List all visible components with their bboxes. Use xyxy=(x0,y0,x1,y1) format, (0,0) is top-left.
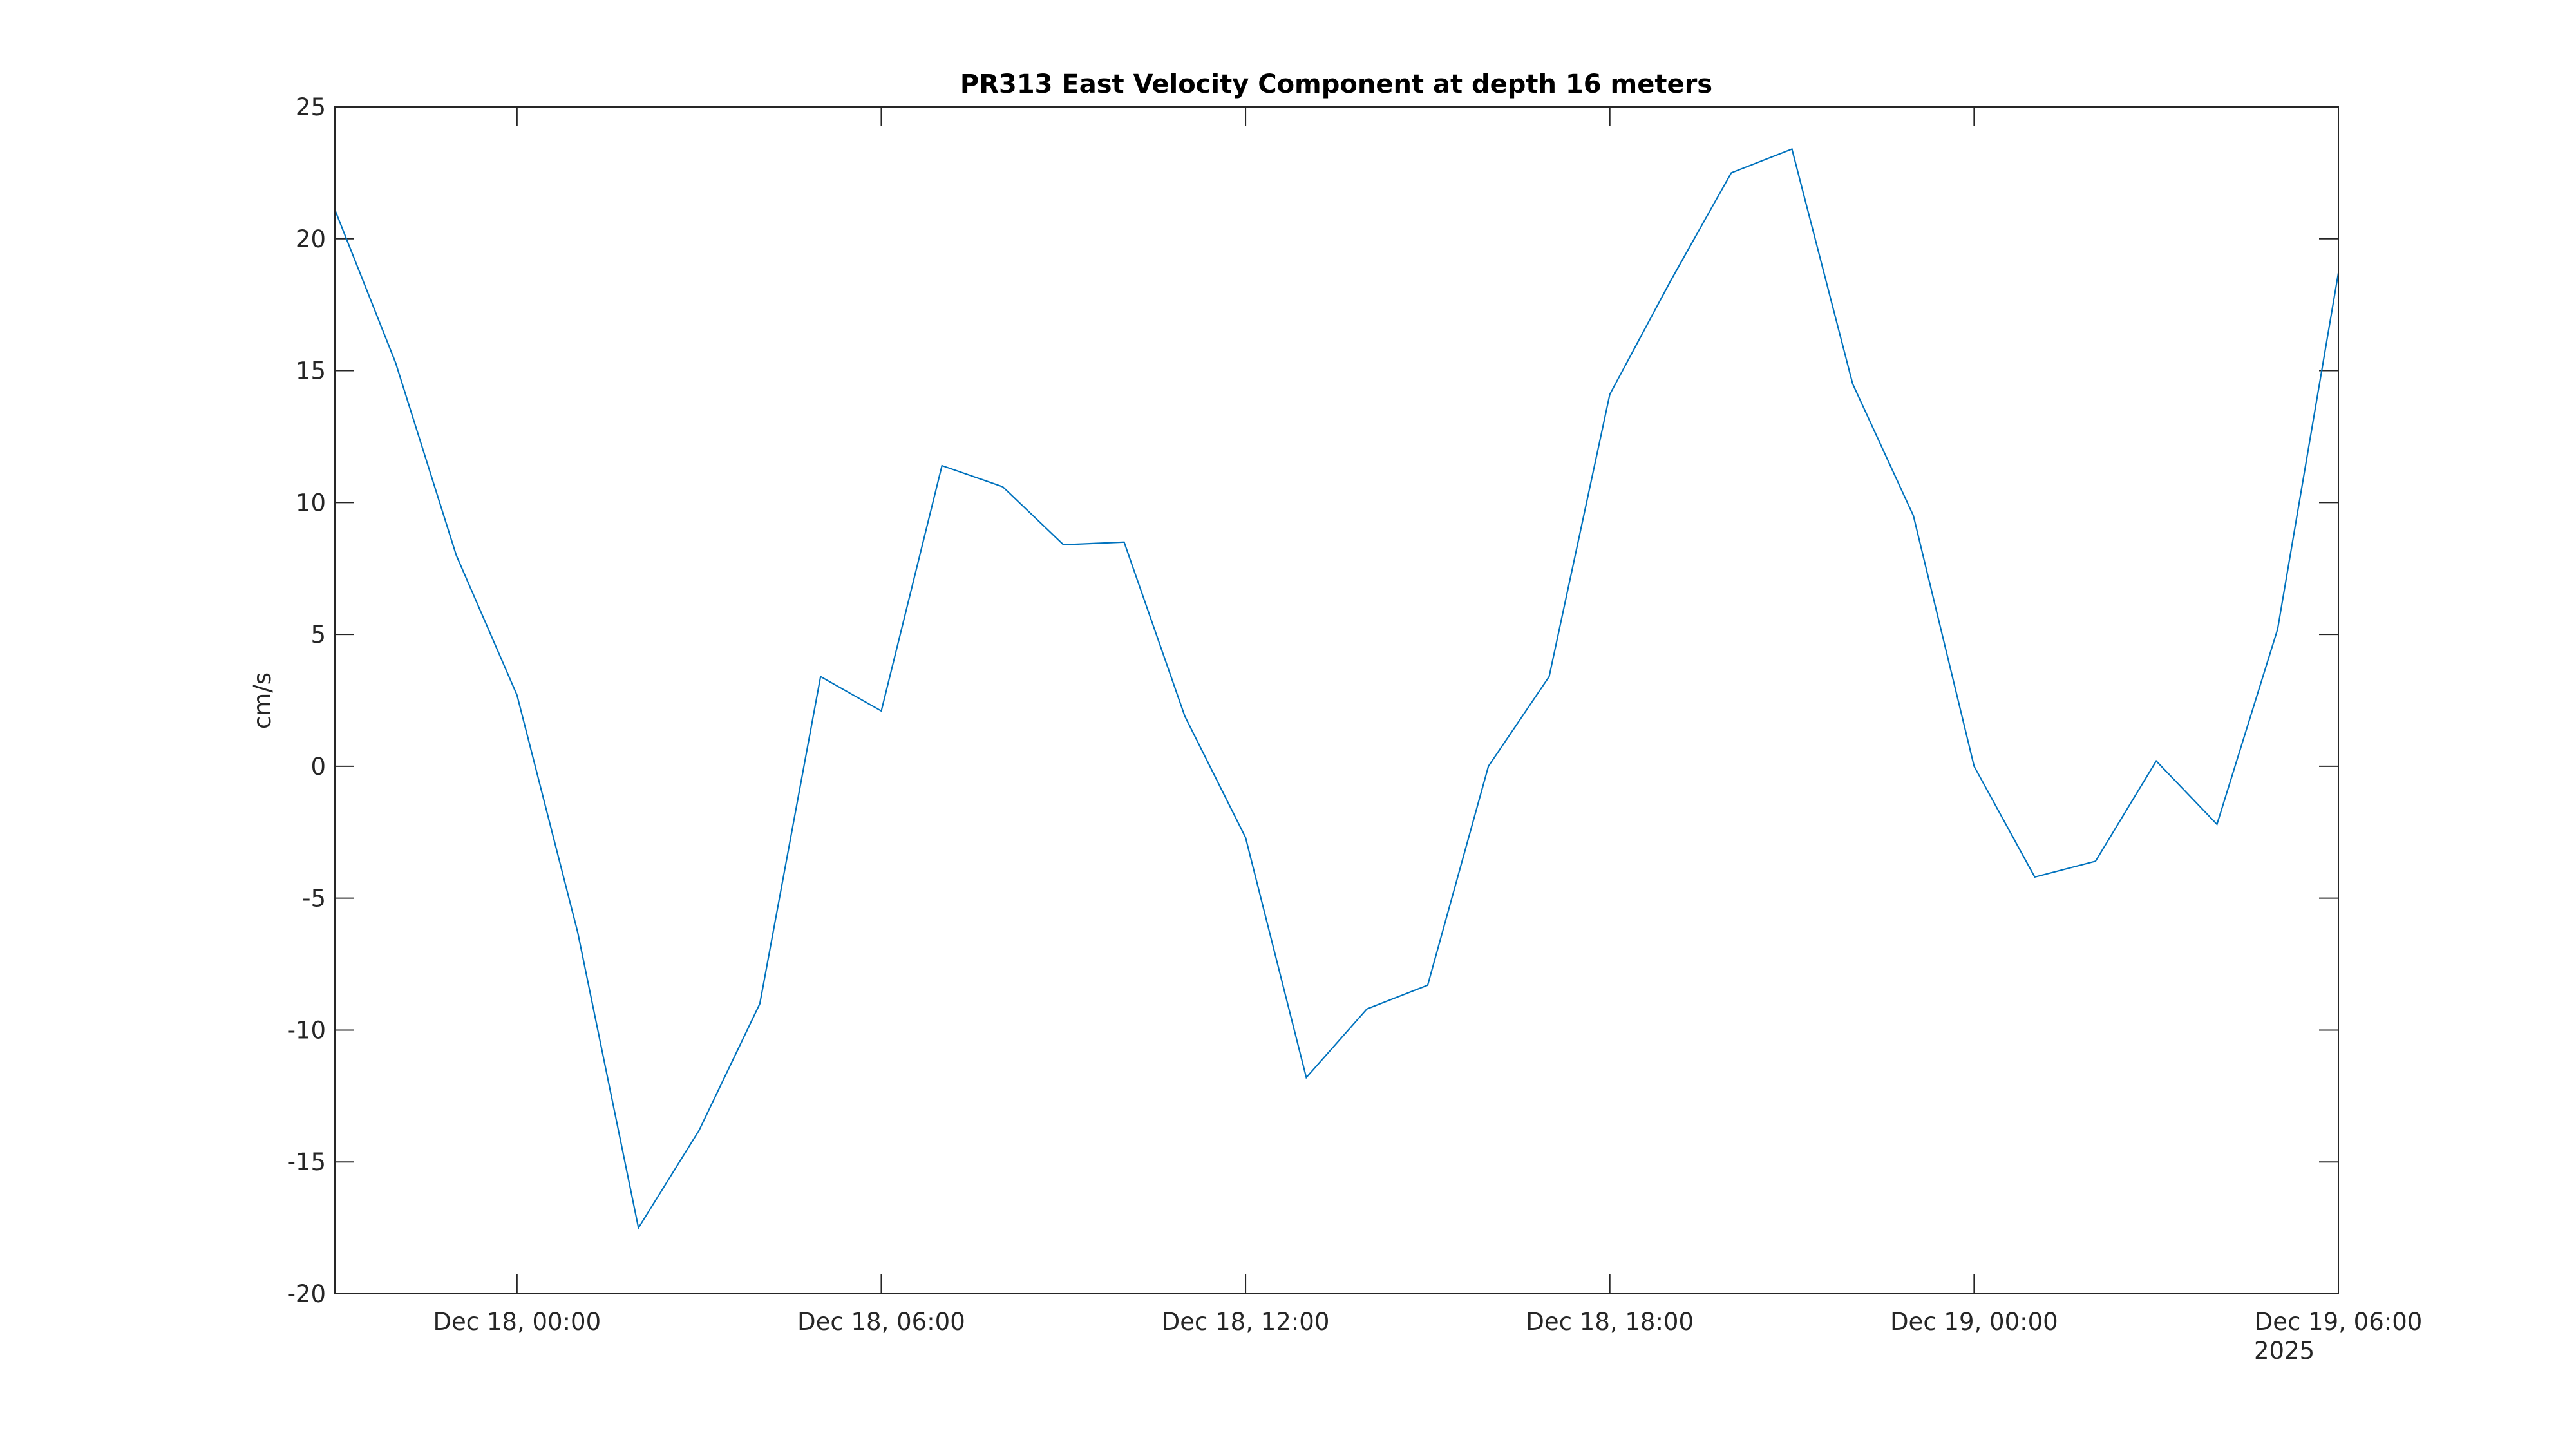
x-tick-label: Dec 19, 00:00 xyxy=(1890,1308,2058,1336)
y-tick-label: 10 xyxy=(296,489,326,516)
x-tick-label: Dec 18, 06:00 xyxy=(797,1308,965,1336)
chart-title: PR313 East Velocity Component at depth 1… xyxy=(960,70,1712,99)
series-line xyxy=(334,148,2340,1230)
y-axis-label: cm/s xyxy=(249,672,276,729)
x-tick-label: Dec 18, 12:00 xyxy=(1162,1308,1330,1336)
x-tick-label: Dec 18, 18:00 xyxy=(1526,1308,1694,1336)
y-tick-label: -10 xyxy=(287,1016,326,1044)
y-tick-label: 15 xyxy=(296,357,326,385)
y-tick-label: 0 xyxy=(310,753,326,781)
y-tick-label: -20 xyxy=(287,1280,326,1308)
x-tick-label: Dec 19, 06:00 xyxy=(2255,1308,2423,1336)
axes-box xyxy=(334,106,2339,1294)
y-tick-label: 5 xyxy=(310,621,326,649)
y-tick-label: -5 xyxy=(302,885,326,913)
y-tick-label: 20 xyxy=(296,225,326,253)
x-tick-label: Dec 18, 00:00 xyxy=(433,1308,601,1336)
y-tick-label: 25 xyxy=(296,93,326,121)
x-axis-year-label: 2025 xyxy=(2254,1337,2315,1365)
y-tick-label: -15 xyxy=(287,1148,326,1176)
